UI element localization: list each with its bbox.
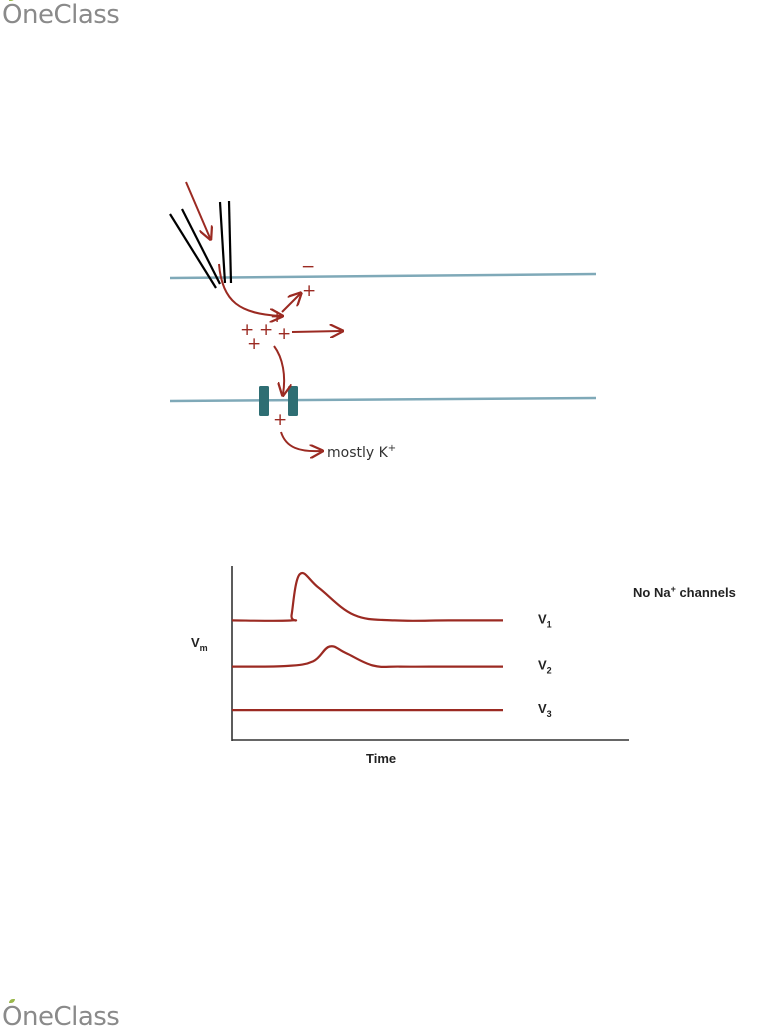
- brand-name: OneClass: [2, 0, 120, 30]
- leaf-icon: [9, 999, 15, 1003]
- ion-label-main: mostly K: [327, 445, 389, 461]
- note-suffix: channels: [676, 585, 736, 600]
- injection-arrow: [185, 181, 210, 238]
- lower-membrane: [169, 396, 597, 403]
- ion-label: mostly K+: [327, 443, 396, 461]
- neuron-diagram: − + + + + + + + mostly K+: [169, 181, 597, 461]
- charge-labels: − + + + + + + +: [240, 257, 316, 430]
- note-prefix: No Na: [633, 585, 671, 600]
- y-axis-label: Vm: [191, 635, 208, 653]
- upward-arrow: [281, 294, 300, 313]
- series-layer: V1 V2 V3: [231, 571, 552, 719]
- y-axis-label-sub: m: [200, 643, 208, 653]
- series-line-v2: [231, 645, 503, 669]
- series-line-v1: [231, 571, 503, 622]
- electrode: [169, 200, 233, 289]
- series-label-v3: V3: [538, 701, 552, 719]
- plus-sign: +: [273, 410, 287, 430]
- ion-label-superscript: +: [388, 443, 396, 454]
- y-axis-label-main: V: [191, 635, 200, 650]
- series-label-v1: V1: [538, 611, 552, 629]
- plus-sign: +: [247, 334, 261, 354]
- brand-name: OneClass: [2, 1002, 120, 1032]
- brand-logo-bottom: OneClass: [2, 999, 120, 1032]
- voltage-chart: V1 V2 V3 Vm Time No Na+ channels: [191, 566, 736, 766]
- brand-logo-top: OneClass: [2, 0, 120, 30]
- plus-sign: +: [240, 320, 254, 340]
- efflux-arrow: [280, 431, 321, 451]
- leaf-icon: [9, 0, 15, 1]
- minus-sign: −: [301, 257, 315, 277]
- series-label-v2: V2: [538, 658, 552, 676]
- entry-arrow: [218, 263, 281, 316]
- plus-sign: +: [259, 320, 273, 340]
- plus-sign: +: [270, 307, 284, 327]
- down-arrow: [273, 345, 284, 394]
- plus-sign: +: [302, 281, 316, 301]
- current-arrows: [185, 181, 341, 451]
- lateral-arrow: [291, 331, 341, 332]
- note-superscript: +: [671, 584, 676, 594]
- no-na-channels-note: No Na+ channels: [633, 584, 736, 600]
- plus-sign: +: [277, 324, 291, 344]
- x-axis-label: Time: [366, 751, 396, 766]
- upper-membrane: [169, 272, 597, 280]
